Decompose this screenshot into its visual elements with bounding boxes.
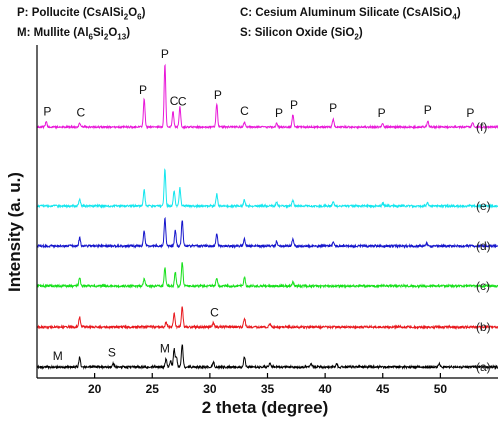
peak-annotation: P	[161, 47, 169, 61]
x-tick-label: 45	[376, 382, 390, 396]
peak-annotation: S	[108, 345, 116, 359]
peak-annotation: P	[466, 106, 474, 120]
x-ticks: 20 25 30 35 40 45 50	[88, 373, 447, 396]
series-line-c	[36, 262, 498, 289]
peak-annotation: P	[424, 103, 432, 117]
peak-annotation: M	[53, 349, 63, 363]
series-line-d	[36, 216, 498, 250]
peak-annotation: M	[160, 342, 170, 356]
series-group	[36, 63, 498, 370]
x-axis-label: 2 theta (degree)	[202, 398, 329, 417]
peak-annotation: P	[290, 98, 298, 112]
peak-annotation: C	[76, 105, 85, 119]
series-line-f	[36, 63, 498, 130]
legend-cesium-aluminum-silicate: C: Cesium Aluminum Silicate (CsAlSiO4)	[240, 7, 461, 22]
peak-annotation: C	[178, 94, 187, 108]
peak-annotation: C	[210, 305, 219, 319]
x-tick-label: 35	[261, 382, 275, 396]
series-label-d: (d)	[476, 239, 491, 253]
legend-silicon-oxide: S: Silicon Oxide (SiO2)	[240, 27, 363, 42]
peak-annotation: P	[275, 106, 283, 120]
x-tick-label: 20	[88, 382, 102, 396]
peak-annotation: C	[170, 94, 179, 108]
series-line-e	[36, 168, 498, 209]
x-tick-label: 25	[146, 382, 160, 396]
plot-area	[37, 45, 498, 378]
legend-pollucite: P: Pollucite (CsAlSi2O6)	[17, 7, 146, 22]
peak-annotation: C	[240, 104, 249, 118]
series-line-b	[36, 306, 498, 331]
legend-mullite: M: Mullite (Al6Si2O13)	[17, 27, 131, 42]
series-label-c: (c)	[476, 279, 490, 293]
y-axis-label: Intensity (a. u.)	[5, 172, 24, 292]
series-labels: (a) (b) (c) (d) (e) (f)	[476, 120, 491, 374]
peak-annotation: P	[378, 106, 386, 120]
x-tick-label: 30	[203, 382, 217, 396]
series-line-a	[36, 344, 498, 370]
x-tick-label: 50	[434, 382, 448, 396]
peak-annotation: P	[139, 83, 147, 97]
series-label-b: (b)	[476, 320, 491, 334]
series-label-f: (f)	[476, 120, 487, 134]
series-label-e: (e)	[476, 199, 491, 213]
x-tick-label: 40	[318, 382, 332, 396]
series-label-a: (a)	[476, 360, 491, 374]
peak-annotation: P	[329, 101, 337, 115]
peak-annotation: P	[43, 104, 51, 118]
peak-annotation: P	[214, 88, 222, 102]
